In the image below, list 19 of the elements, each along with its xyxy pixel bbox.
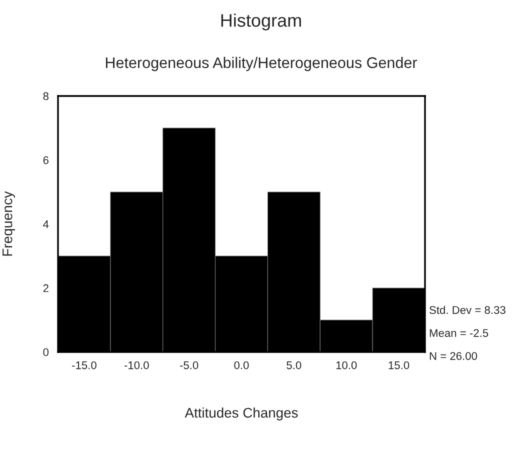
y-tick-label: 8	[43, 92, 48, 100]
chart-subtitle: Heterogeneous Ability/Heterogeneous Gender	[106, 56, 418, 72]
text: Mean = -2.5	[430, 329, 488, 337]
x-tick-label: -15.0	[72, 361, 96, 370]
chart-title: Histogram	[221, 14, 301, 30]
x-axis-title: Attitudes Changes	[184, 407, 298, 420]
text: N = 26.00	[430, 352, 478, 360]
x-tick-label: 5.0	[286, 361, 302, 370]
y-axis-title: Frequency	[2, 191, 16, 256]
y-tick-label: 0	[43, 348, 49, 356]
text: Std. Dev = 8.33	[430, 306, 506, 314]
y-tick-label: 6	[43, 156, 48, 164]
x-tick-label: 0.0	[234, 361, 249, 370]
x-tick-label: 15.0	[388, 361, 410, 370]
x-tick-label: -10.0	[124, 361, 149, 370]
y-tick-label: 4	[43, 220, 49, 228]
y-tick-label: 2	[43, 284, 48, 292]
x-tick-label: 10.0	[336, 361, 357, 370]
x-tick-label: -5.0	[180, 361, 198, 370]
